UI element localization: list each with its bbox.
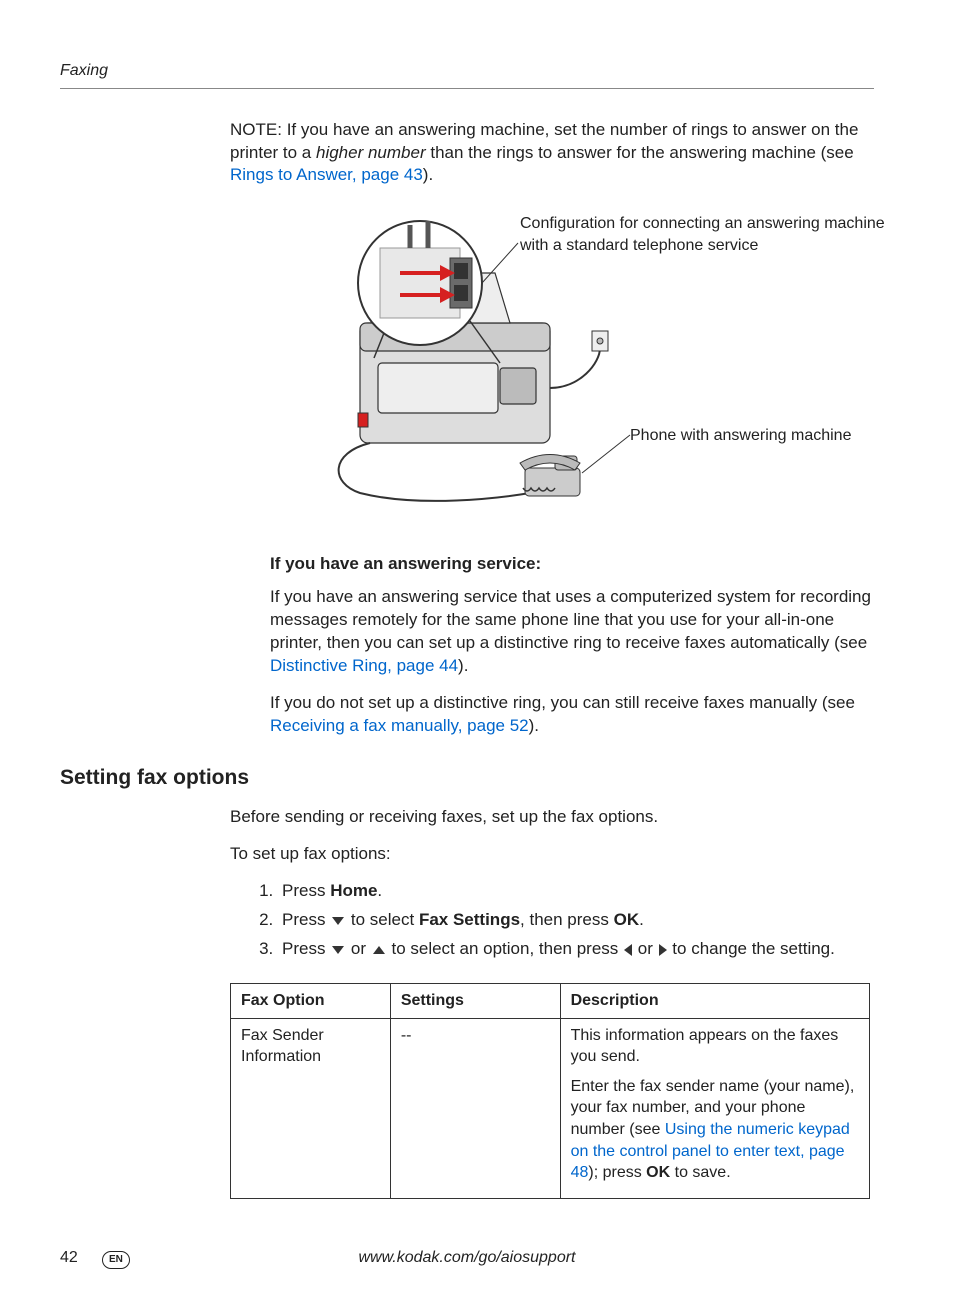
down-arrow-icon bbox=[330, 916, 346, 926]
up-arrow-icon bbox=[371, 945, 387, 955]
step-1: Press Home. bbox=[278, 880, 874, 903]
link-receive-fax-manually[interactable]: Receiving a fax manually, page 52 bbox=[270, 716, 529, 735]
section-intro: Before sending or receiving faxes, set u… bbox=[230, 806, 874, 829]
note-emphasis: higher number bbox=[316, 143, 426, 162]
link-rings-to-answer[interactable]: Rings to Answer, page 43 bbox=[230, 165, 423, 184]
left-arrow-icon bbox=[623, 943, 633, 957]
figure-container: Configuration for connecting an answerin… bbox=[300, 213, 874, 513]
th-description: Description bbox=[560, 984, 869, 1019]
section-lead: To set up fax options: bbox=[230, 843, 874, 866]
table-row: Fax Sender Information -- This informati… bbox=[231, 1018, 870, 1198]
fax-options-table: Fax Option Settings Description Fax Send… bbox=[230, 983, 870, 1199]
note-label: NOTE: bbox=[230, 120, 282, 139]
printer-diagram-svg bbox=[300, 213, 650, 513]
note-text-post: ). bbox=[423, 165, 433, 184]
steps-list: Press Home. Press to select Fax Settings… bbox=[260, 880, 874, 961]
note-text-mid: than the rings to answer for the answeri… bbox=[426, 143, 854, 162]
figure-callout-config: Configuration for connecting an answerin… bbox=[520, 213, 900, 256]
th-settings: Settings bbox=[390, 984, 560, 1019]
note-block: NOTE: If you have an answering machine, … bbox=[230, 119, 874, 188]
figure-callout-phone: Phone with answering machine bbox=[630, 425, 930, 447]
desc-para-1: This information appears on the faxes yo… bbox=[571, 1025, 859, 1068]
desc-para-2: Enter the fax sender name (your name), y… bbox=[571, 1076, 859, 1184]
cell-description: This information appears on the faxes yo… bbox=[560, 1018, 869, 1198]
link-distinctive-ring[interactable]: Distinctive Ring, page 44 bbox=[270, 656, 458, 675]
th-fax-option: Fax Option bbox=[231, 984, 391, 1019]
section-heading-setting-fax-options: Setting fax options bbox=[60, 764, 874, 792]
step-2: Press to select Fax Settings, then press… bbox=[278, 909, 874, 932]
step-3: Press or to select an option, then press… bbox=[278, 938, 874, 961]
answering-service-para2: If you do not set up a distinctive ring,… bbox=[270, 692, 874, 738]
table-header-row: Fax Option Settings Description bbox=[231, 984, 870, 1019]
down-arrow-icon bbox=[330, 945, 346, 955]
answering-service-para1: If you have an answering service that us… bbox=[270, 586, 874, 678]
answering-service-heading: If you have an answering service: bbox=[270, 553, 874, 576]
page-footer: 42 EN www.kodak.com/go/aiosupport bbox=[60, 1239, 874, 1269]
cell-fax-option: Fax Sender Information bbox=[231, 1018, 391, 1198]
cell-settings: -- bbox=[390, 1018, 560, 1198]
running-header: Faxing bbox=[60, 60, 874, 89]
footer-url[interactable]: www.kodak.com/go/aiosupport bbox=[60, 1247, 874, 1269]
right-arrow-icon bbox=[658, 943, 668, 957]
